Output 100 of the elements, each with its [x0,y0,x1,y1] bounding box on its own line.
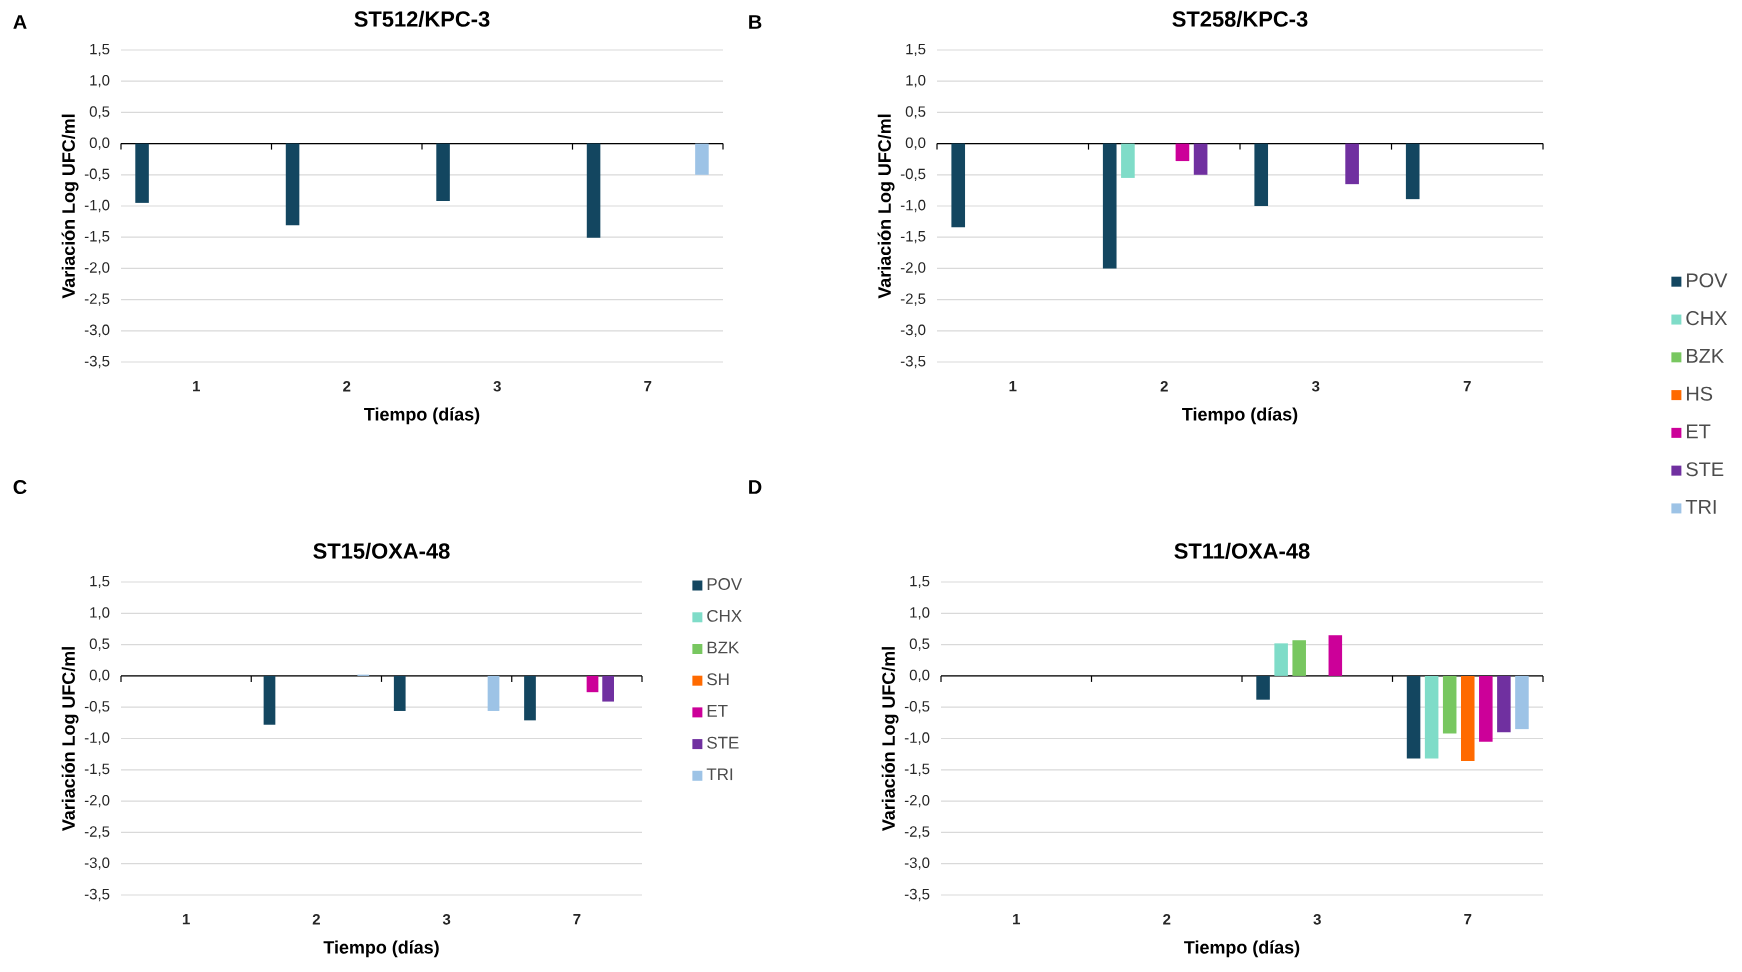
y-tick-label: -1,0 [84,732,110,745]
y-tick-label: -3,0 [84,857,110,870]
y-tick-label: -1,5 [84,231,110,244]
x-tick-label: 1 [193,381,200,392]
y-tick-label: -2,5 [84,293,110,306]
x-axis-title: Tiempo (días) [1184,940,1300,958]
y-tick-label: 0,0 [89,137,110,150]
legend-label: SH [707,673,729,686]
y-tick-label: -0,5 [900,168,926,181]
y-tick-label: 0,5 [89,638,110,651]
x-axis-title: Tiempo (días) [1182,407,1298,425]
y-tick-label: 1,0 [90,75,110,88]
legend-label: TRI [1685,500,1716,514]
y-tick-label: -0,5 [84,168,110,181]
x-tick-label: 1 [1009,381,1017,392]
y-tick-label: -1,5 [904,763,930,776]
y-axis-title: Variación Log UFC/ml [877,114,895,299]
legend-label: ET [707,705,728,717]
legend-label: POV [707,578,743,591]
bar [1274,643,1288,676]
bar [1460,675,1475,762]
x-tick-label: 1 [182,914,190,925]
x-tick-label: 3 [1311,381,1320,392]
x-tick-label: 2 [1160,381,1168,392]
x-tick-label: 2 [1163,914,1171,925]
y-tick-label: -3,5 [900,355,926,369]
y-tick-label: -2,0 [904,794,930,808]
y-tick-label: -2,5 [900,293,926,306]
y-axis-title: Variación Log UFC/ml [61,114,79,299]
y-tick-label: 1,0 [906,75,926,88]
bar [1424,675,1439,759]
y-tick-label: -3,5 [904,888,930,902]
y-tick-label: -3,5 [84,355,110,369]
y-tick-label: -3,5 [84,888,110,902]
bar [1479,675,1493,742]
text: D [749,480,762,494]
y-tick-label: -2,0 [84,794,110,808]
x-tick-label: 3 [1313,914,1321,925]
x-tick-label: 3 [493,381,501,392]
y-tick-label: 0,5 [909,638,930,651]
y-tick-label: -3,0 [900,324,926,337]
x-tick-label: 7 [1464,914,1472,925]
y-tick-label: 0,0 [909,669,930,683]
y-tick-label: -0,5 [904,701,930,714]
y-tick-label: -1,0 [84,199,110,213]
y-tick-label: 1,5 [90,43,110,57]
y-tick-label: -2,0 [900,262,926,275]
y-tick-label: -2,5 [84,826,110,839]
y-axis-title: Variación Log UFC/ml [61,647,79,832]
legend-label: HS [1687,386,1713,401]
chart-title: ST11/OXA-48 [1174,542,1310,560]
text: A [13,15,27,29]
x-axis-title: Tiempo (días) [323,940,439,958]
bar [1442,675,1457,734]
y-tick-label: -2,5 [904,826,930,839]
legend-label: CHX [1686,311,1728,326]
y-tick-label: 1,0 [90,607,110,620]
y-tick-label: -2,0 [84,262,110,275]
chart-title: ST15/OXA-48 [313,542,450,560]
x-tick-label: 7 [573,914,581,925]
y-tick-label: -1,5 [900,231,926,244]
y-tick-label: 0,0 [89,669,110,683]
x-tick-label: 2 [312,914,320,925]
bar [1328,635,1343,676]
y-tick-label: -3,0 [84,324,110,337]
bar [1406,675,1421,759]
x-tick-label: 7 [644,381,652,392]
legend-label: STE [707,736,739,749]
y-tick-label: 0,5 [905,106,926,119]
text: B [749,15,762,29]
x-tick-label: 7 [1463,381,1471,392]
chart-title: ST512/KPC-3 [354,10,490,28]
bar [1292,640,1306,676]
x-tick-label: 1 [1013,914,1021,925]
y-tick-label: 0,0 [905,137,926,150]
y-tick-label: -0,5 [84,701,110,714]
x-tick-label: 3 [442,914,451,925]
legend-label: POV [1687,273,1728,288]
bar [1515,675,1529,730]
y-tick-label: -1,5 [84,763,110,776]
x-tick-label: 2 [343,381,351,392]
y-tick-label: 0,5 [89,106,110,119]
legend-label: TRI [706,768,733,781]
legend-label: STE [1686,462,1724,477]
y-tick-label: 1,5 [906,43,926,57]
legend-label: ET [1687,424,1711,439]
y-tick-label: -1,0 [904,732,930,745]
y-tick-label: 1,0 [910,607,930,620]
chart-title: ST258/KPC-3 [1172,10,1308,28]
y-tick-label: 1,5 [910,575,930,589]
x-axis-title: Tiempo (días) [364,407,480,425]
legend-label: BZK [1687,348,1724,363]
legend-label: BZK [707,641,740,654]
legend-label: CHX [707,609,742,622]
y-tick-label: -1,0 [900,199,926,213]
bar [1497,675,1511,733]
y-tick-label: -3,0 [904,857,930,870]
text: C [13,479,27,495]
y-axis-title: Variación Log UFC/ml [881,647,899,832]
y-tick-label: 1,5 [90,575,110,589]
